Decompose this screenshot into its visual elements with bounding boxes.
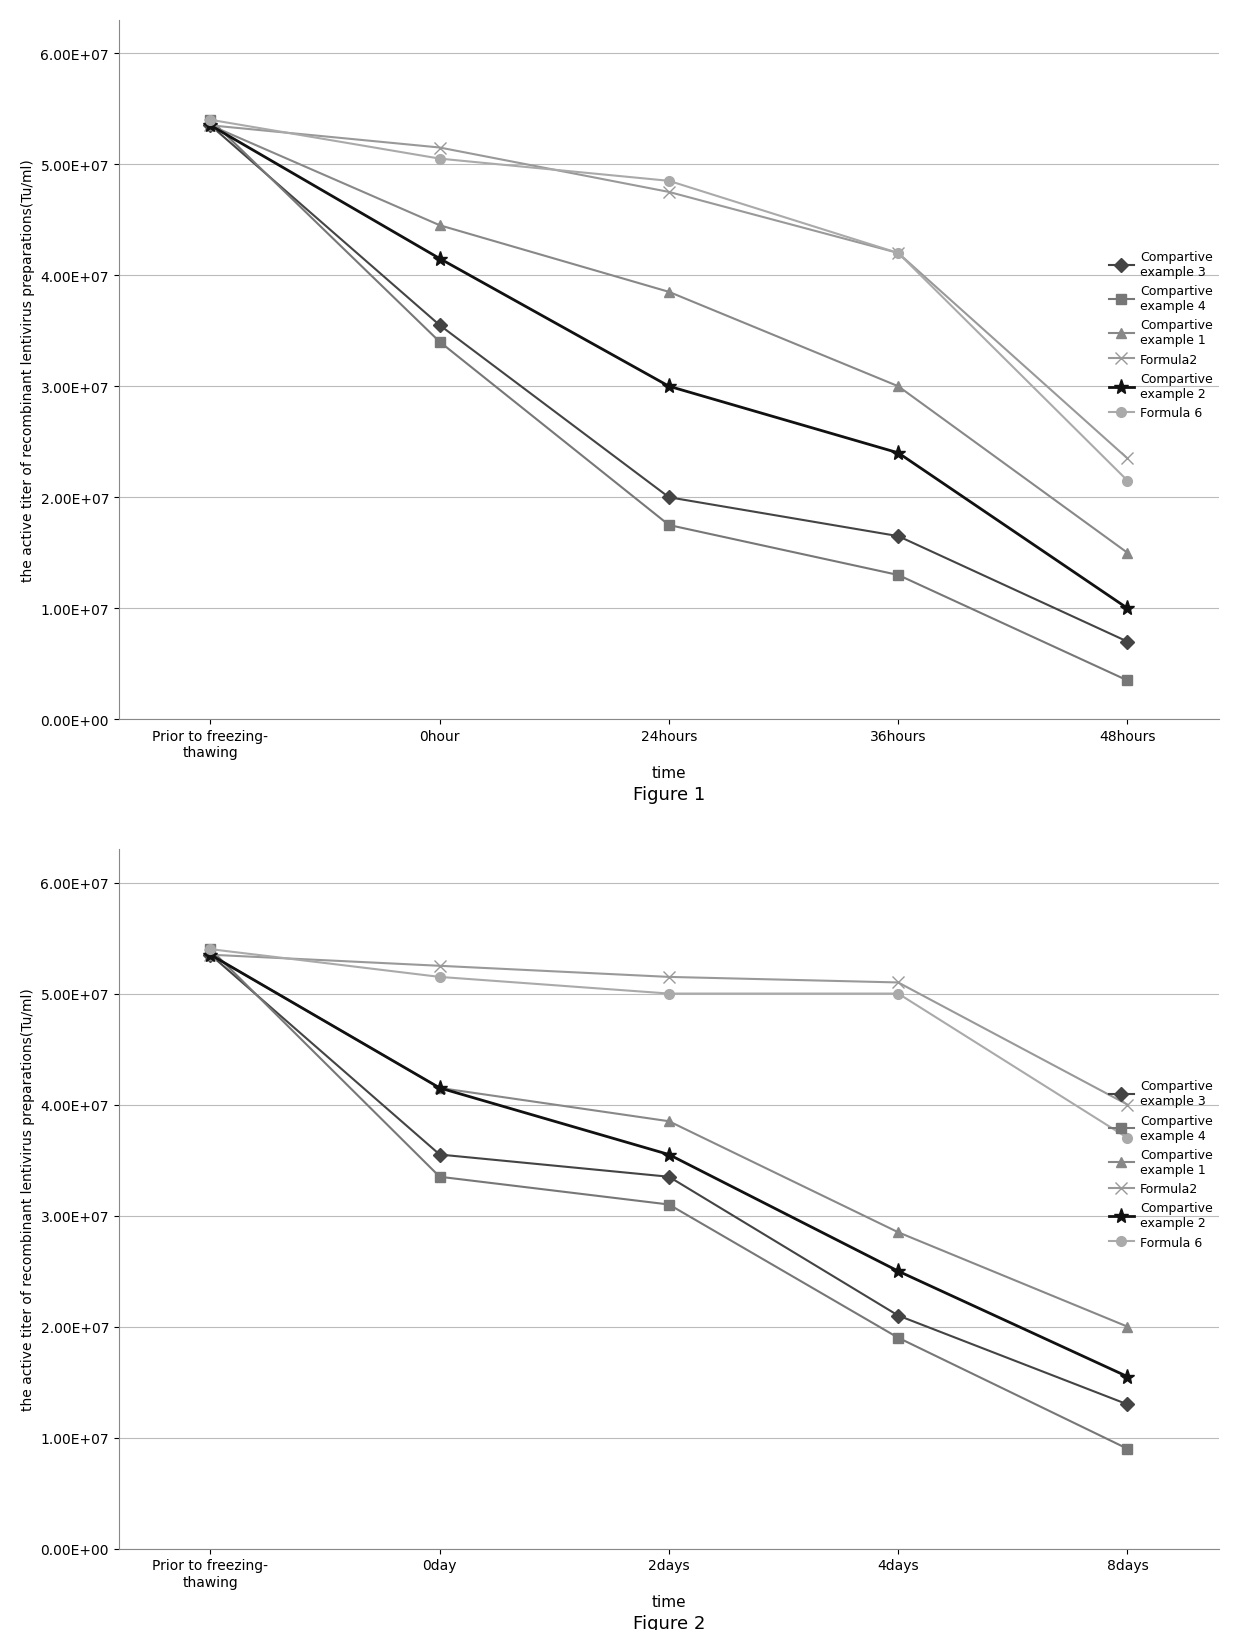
- Compartive
example 1: [890, 1222, 905, 1242]
- Text: Figure 2: Figure 2: [632, 1614, 706, 1630]
- Y-axis label: the active titer of recombinant lentivirus preparations(Tu/ml): the active titer of recombinant lentivir…: [21, 988, 35, 1410]
- Formula 6: [433, 968, 448, 988]
- Formula2: [433, 957, 448, 976]
- Compartive
example 3: [433, 1144, 448, 1164]
- Compartive
example 1: [890, 377, 905, 396]
- Line: Compartive
example 1: Compartive example 1: [206, 121, 1132, 559]
- Compartive
example 2: [433, 1079, 448, 1099]
- Compartive
example 4: [661, 1195, 676, 1214]
- Formula2: [661, 183, 676, 202]
- Line: Formula2: Formula2: [205, 121, 1133, 465]
- Compartive
example 2: [203, 116, 218, 135]
- Compartive
example 1: [1120, 1317, 1135, 1337]
- Compartive
example 2: [661, 377, 676, 396]
- Line: Formula2: Formula2: [205, 949, 1133, 1112]
- Legend: Compartive
example 3, Compartive
example 4, Compartive
example 1, Formula2, Comp: Compartive example 3, Compartive example…: [1109, 251, 1213, 421]
- Formula 6: [661, 171, 676, 191]
- Formula 6: [890, 985, 905, 1004]
- Formula 6: [1120, 471, 1135, 491]
- Compartive
example 3: [1120, 1395, 1135, 1415]
- Compartive
example 1: [433, 217, 448, 236]
- Formula2: [433, 139, 448, 158]
- Compartive
example 4: [1120, 672, 1135, 691]
- Compartive
example 1: [661, 284, 676, 303]
- Y-axis label: the active titer of recombinant lentivirus preparations(Tu/ml): the active titer of recombinant lentivir…: [21, 160, 35, 582]
- Compartive
example 1: [203, 945, 218, 965]
- Line: Compartive
example 2: Compartive example 2: [203, 119, 1135, 616]
- Compartive
example 1: [1120, 544, 1135, 564]
- Formula2: [1120, 450, 1135, 469]
- Formula 6: [203, 111, 218, 130]
- Compartive
example 4: [890, 566, 905, 585]
- Line: Compartive
example 4: Compartive example 4: [206, 945, 1132, 1454]
- Compartive
example 3: [890, 1306, 905, 1325]
- Compartive
example 1: [203, 116, 218, 135]
- Compartive
example 3: [661, 1167, 676, 1187]
- X-axis label: time: time: [652, 766, 686, 781]
- Compartive
example 3: [890, 526, 905, 546]
- Compartive
example 3: [433, 316, 448, 336]
- Compartive
example 1: [433, 1079, 448, 1099]
- Compartive
example 4: [1120, 1439, 1135, 1459]
- Text: Figure 1: Figure 1: [632, 786, 706, 804]
- Compartive
example 2: [1120, 600, 1135, 619]
- Compartive
example 2: [1120, 1368, 1135, 1387]
- Compartive
example 4: [433, 333, 448, 352]
- Line: Compartive
example 3: Compartive example 3: [206, 121, 1132, 647]
- Compartive
example 2: [203, 945, 218, 965]
- Formula2: [890, 244, 905, 264]
- Line: Compartive
example 1: Compartive example 1: [206, 950, 1132, 1332]
- Formula 6: [433, 150, 448, 170]
- X-axis label: time: time: [652, 1594, 686, 1609]
- Compartive
example 3: [1120, 632, 1135, 652]
- Compartive
example 2: [890, 443, 905, 463]
- Compartive
example 4: [890, 1328, 905, 1348]
- Formula 6: [203, 941, 218, 960]
- Legend: Compartive
example 3, Compartive
example 4, Compartive
example 1, Formula2, Comp: Compartive example 3, Compartive example…: [1109, 1079, 1213, 1249]
- Compartive
example 3: [203, 116, 218, 135]
- Line: Formula 6: Formula 6: [206, 116, 1132, 486]
- Compartive
example 4: [203, 941, 218, 960]
- Compartive
example 4: [203, 111, 218, 130]
- Compartive
example 1: [661, 1112, 676, 1131]
- Formula 6: [661, 985, 676, 1004]
- Line: Formula 6: Formula 6: [206, 945, 1132, 1143]
- Formula2: [1120, 1095, 1135, 1115]
- Formula 6: [1120, 1128, 1135, 1148]
- Line: Compartive
example 2: Compartive example 2: [203, 947, 1135, 1384]
- Formula 6: [890, 244, 905, 264]
- Formula2: [203, 116, 218, 135]
- Compartive
example 2: [661, 1144, 676, 1164]
- Compartive
example 4: [433, 1167, 448, 1187]
- Line: Compartive
example 3: Compartive example 3: [206, 950, 1132, 1410]
- Compartive
example 2: [433, 249, 448, 269]
- Compartive
example 3: [661, 487, 676, 507]
- Formula2: [203, 945, 218, 965]
- Compartive
example 4: [661, 517, 676, 536]
- Compartive
example 3: [203, 945, 218, 965]
- Compartive
example 2: [890, 1262, 905, 1281]
- Formula2: [890, 973, 905, 993]
- Line: Compartive
example 4: Compartive example 4: [206, 116, 1132, 686]
- Formula2: [661, 968, 676, 988]
